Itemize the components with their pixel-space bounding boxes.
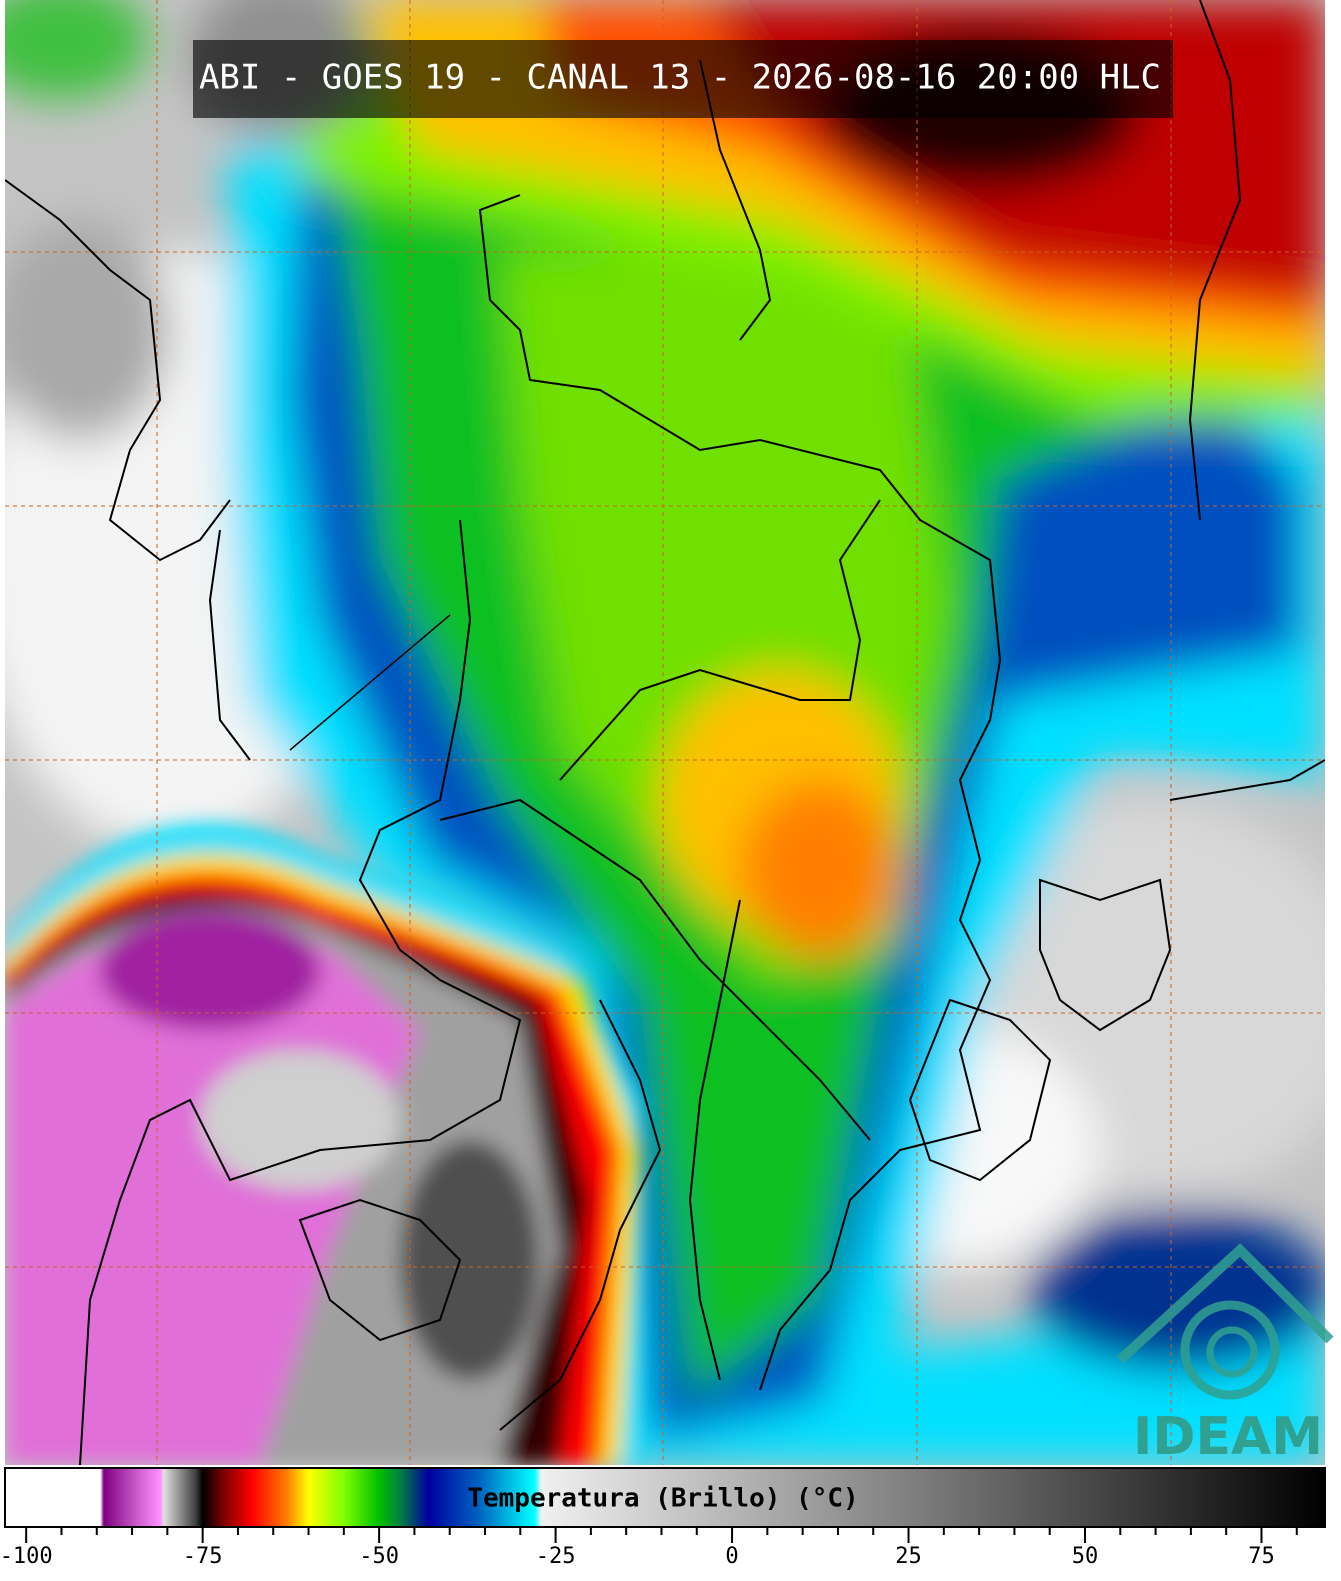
tick-label: 50 bbox=[1072, 1544, 1099, 1569]
satellite-image bbox=[5, 0, 1325, 1465]
tick-label: -50 bbox=[359, 1544, 399, 1569]
border-line bbox=[289, 614, 451, 751]
boundaries bbox=[5, 0, 1325, 1465]
logo-text: IDEAM bbox=[1133, 1407, 1323, 1467]
tick-label: 0 bbox=[725, 1544, 738, 1569]
tick-label: -100 bbox=[0, 1544, 53, 1569]
colorbar bbox=[4, 1467, 1326, 1528]
colorbar-label: Temperatura (Brillo) (°C) bbox=[467, 1484, 858, 1514]
graticule bbox=[5, 0, 1325, 1465]
tick-label: -25 bbox=[536, 1544, 576, 1569]
title-box bbox=[193, 40, 1173, 118]
logo: IDEAM bbox=[1116, 1243, 1334, 1467]
tick-label: 25 bbox=[895, 1544, 922, 1569]
tick-label: -75 bbox=[183, 1544, 223, 1569]
tick-label: 75 bbox=[1248, 1544, 1275, 1569]
title: ABI - GOES 19 - CANAL 13 - 2026-08-16 20… bbox=[199, 58, 1161, 98]
